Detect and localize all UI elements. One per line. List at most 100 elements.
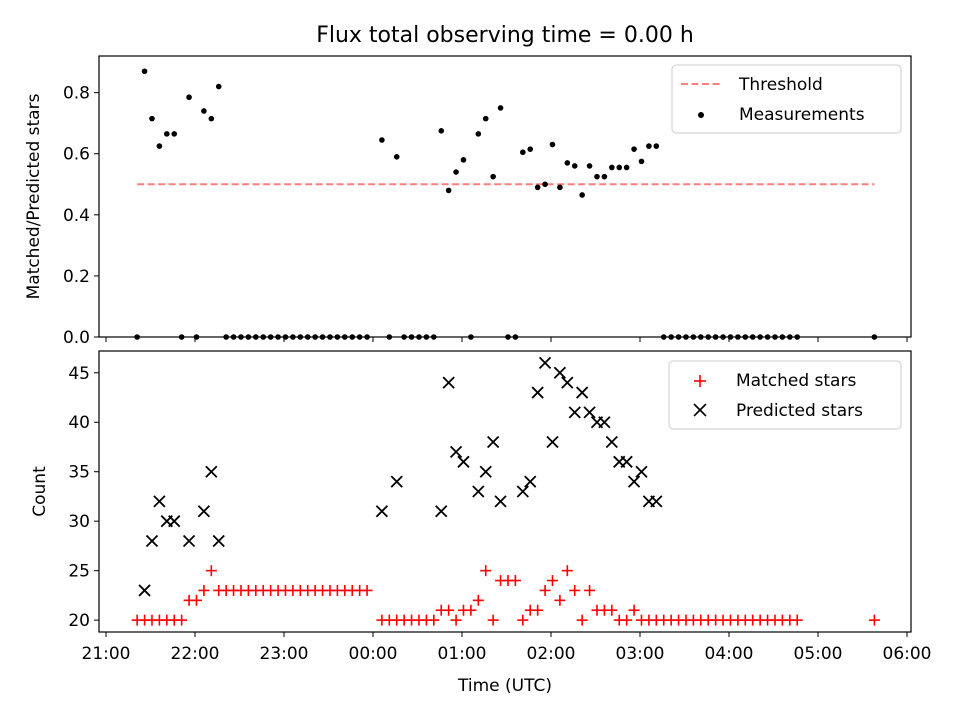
predicted-stars-point-b [598, 416, 611, 429]
predicted-stars-point [576, 386, 589, 399]
predicted-stars-point-b [145, 534, 159, 548]
measurement-point [208, 115, 215, 122]
y-tick-label: 0.2 [63, 267, 90, 287]
measurement-point [646, 143, 652, 149]
x-tick-label: 22:00 [171, 644, 220, 664]
measurement-point [579, 192, 585, 198]
measurement-point [609, 164, 615, 171]
measurement-point [186, 94, 192, 101]
y-tick-label: 30 [68, 512, 90, 532]
predicted-stars-point [435, 505, 448, 518]
x-tick-label: 03:00 [616, 644, 665, 664]
predicted-stars-point-b [212, 534, 225, 548]
x-axis-label: Time (UTC) [457, 676, 552, 696]
matched-stars-point [539, 584, 551, 596]
predicted-stars-point-b [442, 376, 455, 389]
x-tick-label: 00:00 [349, 644, 398, 664]
predicted-stars-point-b [494, 495, 507, 508]
measurement-point [564, 160, 571, 166]
matched-stars-point [621, 614, 633, 626]
predicted-stars-point [650, 495, 663, 508]
measurement-point [141, 68, 148, 75]
predicted-stars-point [449, 445, 463, 459]
predicted-stars-point-b [583, 406, 596, 419]
predicted-stars-point [568, 406, 581, 419]
bottom-y-axis-label: Count [30, 466, 50, 517]
predicted-stars-point [531, 386, 544, 399]
bottom-panel: 21:00 22:00 23:00 00:00 01:00 02:00 03:00 04:00… [68, 350, 932, 664]
measurement-point [379, 137, 385, 143]
measurement-point [215, 83, 222, 90]
measurement-point [631, 146, 637, 152]
matched-stars-point [569, 584, 581, 596]
measurement-point [653, 143, 660, 149]
predicted-stars-point-b [538, 356, 552, 370]
measurement-point [534, 184, 541, 191]
x-tick-label: 04:00 [705, 644, 754, 664]
top-legend: Threshold Measurements [671, 64, 902, 134]
x-tick-label: 21:00 [82, 644, 131, 664]
matched-stars-point [487, 614, 499, 626]
measurement-point [475, 131, 482, 137]
measurement-point [445, 187, 452, 194]
predicted-stars-point [145, 534, 159, 548]
predicted-stars-point-b [197, 505, 211, 518]
predicted-stars-point-b [620, 455, 633, 468]
measurement-point [460, 157, 467, 163]
predicted-stars-point-b [153, 495, 166, 508]
predicted-stars-point [524, 475, 537, 488]
measurement-point [497, 105, 504, 111]
matched-stars-point [205, 565, 217, 577]
predicted-stars-point-b [576, 386, 589, 399]
predicted-stars-point-b [472, 485, 485, 498]
matched-stars-point [443, 604, 455, 616]
matched-stars-point [546, 575, 558, 587]
predicted-stars-point [605, 435, 618, 449]
measurement-point [527, 146, 534, 152]
bottom-legend: Matched stars Predicted stars [668, 360, 902, 430]
y-tick-label: 0.6 [63, 145, 90, 165]
predicted-stars-point-b [650, 495, 663, 508]
bottom-legend-frame [668, 360, 902, 430]
measurement-point [542, 181, 548, 188]
predicted-stars-point-b [435, 505, 448, 518]
measurement-point [571, 163, 578, 169]
predicted-stars-point-b [390, 475, 403, 488]
y-tick-label: 35 [68, 463, 90, 483]
measurement-point [453, 169, 459, 175]
predicted-stars-point-b [524, 475, 537, 488]
predicted-stars-point [583, 406, 596, 419]
predicted-stars-point [487, 435, 500, 449]
plot-frame [98, 55, 912, 338]
matched-stars-point [509, 575, 521, 587]
predicted-stars-point [598, 416, 611, 429]
predicted-stars-point [538, 356, 552, 370]
matched-stars-point [517, 614, 529, 626]
measurement-point [482, 115, 489, 122]
matched-stars-point [532, 604, 544, 616]
y-tick-label: 0.4 [63, 206, 90, 226]
matched-stars-point [868, 614, 880, 626]
legend-predicted-label: Predicted stars [736, 401, 863, 421]
y-tick-label: 40 [68, 413, 90, 433]
predicted-stars-point [561, 376, 574, 389]
y-tick-label: 0.8 [63, 84, 90, 104]
predicted-stars-point [627, 475, 641, 488]
measurement-point [594, 173, 600, 180]
x-tick-label: 23:00 [260, 644, 309, 664]
matched-stars-point [584, 584, 596, 596]
matched-stars-point [791, 614, 803, 626]
legend-measurements-swatch [698, 112, 704, 118]
x-tick-label: 05:00 [794, 644, 843, 664]
legend-matched-label: Matched stars [736, 371, 856, 391]
predicted-stars-point [375, 505, 389, 518]
predicted-stars-point-b [605, 435, 618, 449]
x-tick-label: 02:00 [527, 644, 576, 664]
matched-stars-point [606, 604, 618, 616]
legend-matched-swatch [694, 375, 706, 387]
predicted-stars-point [168, 515, 181, 528]
matched-stars-point [472, 594, 484, 606]
predicted-stars-point-b [568, 406, 581, 419]
matched-stars-point [361, 584, 373, 596]
predicted-stars-point-b [138, 584, 151, 597]
